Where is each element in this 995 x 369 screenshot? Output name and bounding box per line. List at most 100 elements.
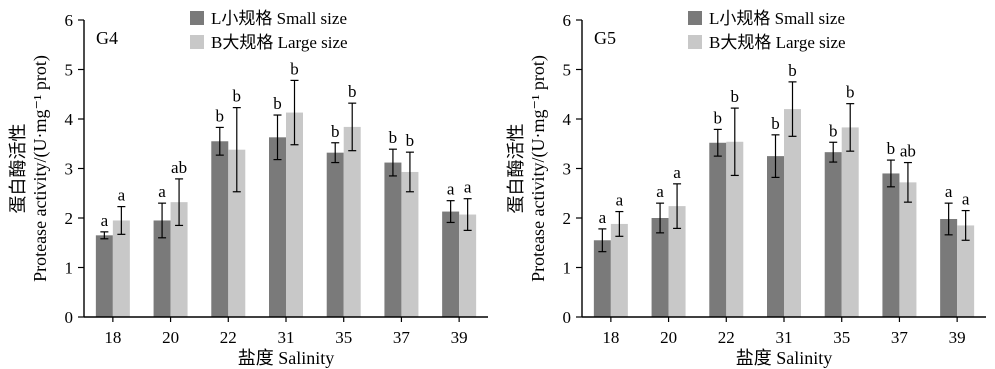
y-tick-label: 2 [65, 209, 74, 228]
bar-small-31 [269, 137, 286, 317]
bar-large-35 [841, 127, 859, 317]
legend-label-small: L小规格 Small size [211, 9, 347, 28]
significance-label: a [945, 182, 953, 201]
bar-large-18 [112, 220, 130, 317]
x-axis-label: 盐度 Salinity [736, 348, 833, 368]
significance-label: b [273, 94, 282, 113]
bar-small-39 [940, 218, 958, 317]
bar-small-39 [442, 211, 460, 317]
x-tick-label: 31 [776, 328, 793, 347]
significance-label: b [788, 61, 797, 80]
x-tick-label: 37 [393, 328, 411, 347]
x-tick-label: 39 [451, 328, 468, 347]
significance-label: b [348, 82, 357, 101]
legend-label-small: L小规格 Small size [709, 9, 845, 28]
x-tick-label: 37 [891, 328, 909, 347]
x-tick-label: 39 [949, 328, 966, 347]
y-axis-label-cn: 蛋白酶活性 [506, 124, 526, 214]
bar-small-37 [882, 173, 900, 317]
bar-large-22 [726, 141, 744, 317]
bar-large-39 [957, 225, 975, 317]
legend-swatch-large [190, 35, 204, 49]
y-tick-label: 1 [563, 259, 572, 278]
panel-label: G4 [96, 28, 118, 48]
y-axis-label-en: Protease activity/(U·mg⁻¹ prot) [528, 55, 549, 282]
x-tick-label: 35 [335, 328, 352, 347]
y-tick-label: 0 [563, 308, 572, 327]
bar-small-20 [153, 220, 171, 317]
bar-large-18 [610, 223, 628, 317]
y-axis-label-en: Protease activity/(U·mg⁻¹ prot) [30, 55, 51, 282]
y-tick-label: 5 [563, 61, 572, 80]
x-tick-label: 22 [718, 328, 735, 347]
x-tick-label: 18 [104, 328, 121, 347]
x-tick-label: 20 [162, 328, 179, 347]
significance-label: b [216, 106, 225, 125]
significance-label: a [118, 186, 126, 205]
x-axis-label: 盐度 Salinity [238, 348, 335, 368]
bar-large-31 [286, 112, 303, 317]
legend-swatch-small [190, 11, 204, 25]
y-tick-label: 6 [65, 11, 74, 30]
bar-large-22 [228, 149, 246, 317]
significance-label: b [233, 87, 242, 106]
x-tick-label: 18 [602, 328, 619, 347]
significance-label: ab [171, 158, 187, 177]
y-tick-label: 4 [563, 110, 572, 129]
y-tick-label: 3 [65, 160, 74, 179]
bar-small-35 [824, 152, 842, 317]
legend-label-large: B大规格 Large size [709, 33, 846, 52]
x-tick-label: 20 [660, 328, 677, 347]
bar-large-20 [668, 206, 686, 317]
bar-small-18 [95, 235, 113, 317]
bar-small-35 [326, 152, 344, 317]
significance-label: a [101, 211, 109, 230]
y-tick-label: 4 [65, 110, 74, 129]
x-tick-label: 35 [833, 328, 850, 347]
significance-label: a [447, 180, 455, 199]
significance-label: b [290, 59, 299, 78]
legend-label-large: B大规格 Large size [211, 33, 348, 52]
significance-label: a [158, 182, 166, 201]
y-tick-label: 5 [65, 61, 74, 80]
bar-large-35 [343, 126, 361, 317]
bar-small-22 [211, 141, 229, 317]
legend-swatch-large [688, 35, 702, 49]
bar-large-37 [899, 182, 917, 317]
bar-large-39 [459, 214, 477, 317]
bar-large-37 [401, 171, 419, 317]
y-tick-label: 3 [563, 160, 572, 179]
bar-large-31 [784, 109, 801, 317]
significance-label: a [616, 191, 624, 210]
significance-label: b [714, 108, 723, 127]
x-tick-label: 22 [220, 328, 237, 347]
significance-label: b [331, 122, 340, 141]
bar-small-22 [709, 142, 727, 317]
significance-label: b [406, 131, 415, 150]
significance-label: b [731, 87, 740, 106]
bar-small-18 [593, 240, 611, 317]
significance-label: a [673, 163, 681, 182]
significance-label: b [846, 83, 855, 102]
significance-label: b [829, 121, 838, 140]
bar-small-37 [384, 162, 402, 317]
significance-label: a [464, 178, 472, 197]
bar-large-20 [170, 202, 188, 317]
bar-small-31 [767, 156, 784, 317]
y-axis-label-cn: 蛋白酶活性 [8, 124, 28, 214]
y-tick-label: 2 [563, 209, 572, 228]
y-tick-label: 1 [65, 259, 74, 278]
significance-label: a [962, 190, 970, 209]
significance-label: b [771, 114, 780, 133]
y-tick-label: 0 [65, 308, 74, 327]
significance-label: b [389, 128, 398, 147]
significance-label: b [887, 139, 896, 158]
significance-label: a [599, 208, 607, 227]
panel-label: G5 [594, 28, 616, 48]
legend-swatch-small [688, 11, 702, 25]
significance-label: ab [900, 142, 916, 161]
bar-small-20 [651, 218, 669, 317]
